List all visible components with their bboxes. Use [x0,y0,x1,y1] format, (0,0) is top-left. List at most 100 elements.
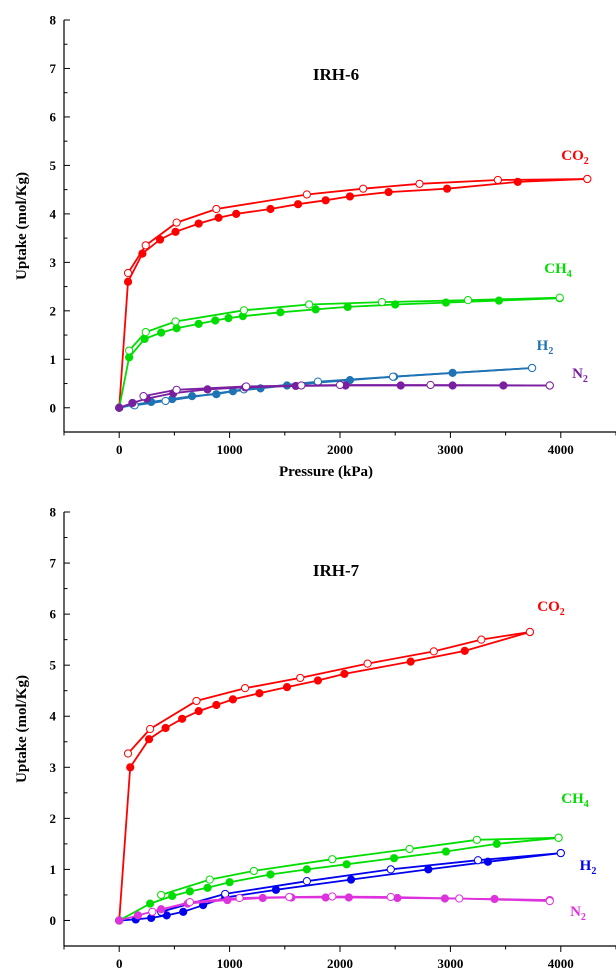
data-point-n2-desorption [328,892,337,901]
data-point-h2-desorption [302,877,311,886]
data-point-ch4-adsorption [276,308,285,317]
data-point-co2-adsorption [321,196,330,205]
data-point-ch4-desorption [141,328,150,337]
series-co2: CO2 [115,148,592,412]
series-ch4: CH4 [115,791,589,925]
data-point-co2-desorption [583,174,592,184]
y-tick-label: 7 [50,61,57,76]
series-label-n2: N2 [570,904,586,923]
series-n2: N2 [115,892,586,925]
data-point-n2-desorption [285,892,294,902]
data-point-h2-desorption [527,363,537,373]
data-point-n2-desorption [386,892,395,902]
data-point-n2-desorption [335,380,345,390]
data-point-n2-adsorption [133,911,143,920]
data-point-n2-desorption [185,897,194,907]
y-tick-label: 6 [50,607,57,622]
series-label-co2: CO2 [561,148,589,167]
y-tick-label: 7 [50,556,57,571]
data-point-co2-desorption [240,684,250,693]
data-point-ch4-desorption [157,890,166,900]
series-line-ch4-adsorption [118,836,559,922]
x-tick-label: 0 [116,956,123,970]
data-point-ch4-adsorption [225,878,234,887]
data-point-ch4-adsorption [140,334,149,344]
data-point-ch4-desorption [249,866,258,876]
data-point-co2-adsorption [255,689,264,698]
data-point-ch4-adsorption [185,887,194,896]
data-point-n2-adsorption [258,893,267,903]
data-point-co2-adsorption [214,213,223,222]
data-point-co2-desorption [429,647,438,656]
data-point-co2-adsorption [340,669,349,678]
chart-title: IRH-6 [313,65,359,84]
data-point-n2-adsorption [490,894,499,904]
data-point-co2-desorption [123,749,133,758]
data-point-h2-adsorption [448,368,457,377]
x-tick-label: 0 [116,442,123,457]
data-point-n2-adsorption [440,894,449,903]
data-point-ch4-desorption [463,296,473,305]
data-point-co2-adsorption [406,657,415,666]
data-point-ch4-adsorption [492,839,501,848]
data-point-ch4-desorption [554,833,563,842]
data-point-co2-adsorption [138,249,147,258]
data-point-co2-desorption [192,696,201,706]
data-point-co2-adsorption [155,235,165,244]
data-point-ch4-adsorption [389,854,399,863]
data-point-h2-adsorption [424,865,433,874]
data-point-ch4-adsorption [146,899,155,908]
data-point-n2-desorption [545,381,554,390]
chart-panel-1: 0 1 2 3 4 5 6 7 8 0 1000 2000 3000 4000 Pressure (kPa)… [14,13,616,480]
series-label-ch4: CH4 [561,791,589,810]
series-line-ch4-adsorption [118,297,560,408]
y-tick-label: 6 [50,109,57,124]
data-point-ch4-desorption [205,875,214,884]
y-tick-label: 1 [50,352,57,367]
data-point-n2-adsorption [393,893,402,903]
data-point-ch4-adsorption [224,313,233,323]
data-point-ch4-adsorption [211,316,220,325]
data-point-n2-desorption [235,893,244,903]
data-point-ch4-adsorption [168,891,177,901]
data-point-h2-adsorption [187,392,197,401]
data-point-h2-adsorption [345,376,355,385]
series-ch4: CH4 [115,261,572,412]
data-point-h2-desorption [161,396,170,406]
series-label-h2: H2 [580,858,597,877]
data-point-ch4-desorption [328,855,337,864]
series-label-n2: N2 [572,366,588,385]
data-point-ch4-adsorption [441,847,451,856]
data-point-n2-desorption [242,382,251,391]
data-point-co2-desorption [493,175,502,185]
x-tick-label: 1000 [217,956,243,970]
data-point-co2-adsorption [194,219,203,228]
data-point-co2-desorption [302,190,311,199]
y-tick-label: 5 [50,658,57,673]
x-tick-label: 4000 [548,956,574,970]
data-point-co2-adsorption [293,200,303,209]
y-tick-label: 0 [50,913,57,928]
data-point-co2-adsorption [442,184,452,193]
data-point-ch4-desorption [555,293,564,302]
y-tick-label: 4 [50,709,57,724]
data-point-co2-adsorption [123,277,133,286]
data-point-n2-adsorption [157,905,166,914]
data-point-n2-adsorption [321,893,330,902]
data-point-n2-adsorption [115,403,124,412]
data-point-n2-desorption [455,894,464,903]
data-point-ch4-desorption [377,297,387,307]
data-point-ch4-adsorption [391,300,400,309]
data-point-n2-adsorption [223,895,232,905]
data-point-ch4-adsorption [125,353,134,362]
series-line-co2-adsorption [118,631,531,921]
data-point-ch4-adsorption [172,324,181,333]
data-point-ch4-desorption [304,300,314,309]
data-point-n2-adsorption [344,893,353,902]
data-point-co2-adsorption [282,683,292,692]
data-point-co2-adsorption [228,695,238,704]
series-label-h2: H2 [537,338,554,357]
data-point-co2-desorption [415,179,424,188]
series-n2: N2 [115,366,588,412]
data-point-h2-desorption [313,377,323,386]
